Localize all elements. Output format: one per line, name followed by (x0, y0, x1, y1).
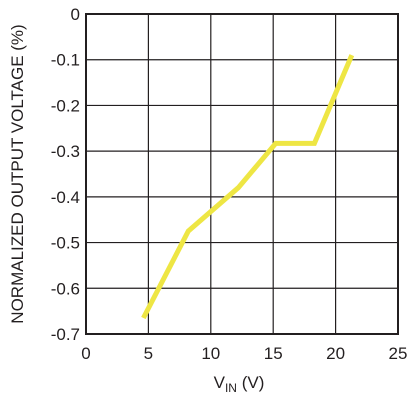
y-tick-label: -0.2 (51, 96, 80, 115)
y-tick-label: 0 (71, 5, 80, 24)
x-tick-label: 20 (326, 344, 345, 363)
y-tick-label: -0.7 (51, 325, 80, 344)
series-line-0 (141, 54, 355, 320)
x-tick-label: 15 (264, 344, 283, 363)
x-tick-label: 5 (144, 344, 153, 363)
y-tick-label: -0.6 (51, 279, 80, 298)
x-tick-labels: 0 5 10 15 20 25 (81, 344, 407, 363)
y-tick-labels: 0 -0.1 -0.2 -0.3 -0.4 -0.5 -0.6 -0.7 (51, 5, 80, 344)
y-tick-label: -0.1 (51, 51, 80, 70)
plot-area-frame (85, 13, 399, 335)
x-axis-label-unit: (V) (237, 373, 264, 392)
series-group (141, 54, 355, 320)
x-tick-label: 0 (81, 344, 90, 363)
y-tick-label: -0.5 (51, 234, 80, 253)
x-axis-label-subscript: IN (225, 381, 237, 395)
y-axis-label: NORMALIZED OUTPUT VOLTAGE (%) (8, 24, 27, 323)
x-tick-label: 25 (389, 344, 408, 363)
x-tick-label: 10 (201, 344, 220, 363)
y-tick-label: -0.3 (51, 142, 80, 161)
x-axis-label-main: V (214, 373, 226, 392)
x-axis-label: VIN (V) (214, 373, 265, 395)
y-tick-label: -0.4 (51, 188, 80, 207)
